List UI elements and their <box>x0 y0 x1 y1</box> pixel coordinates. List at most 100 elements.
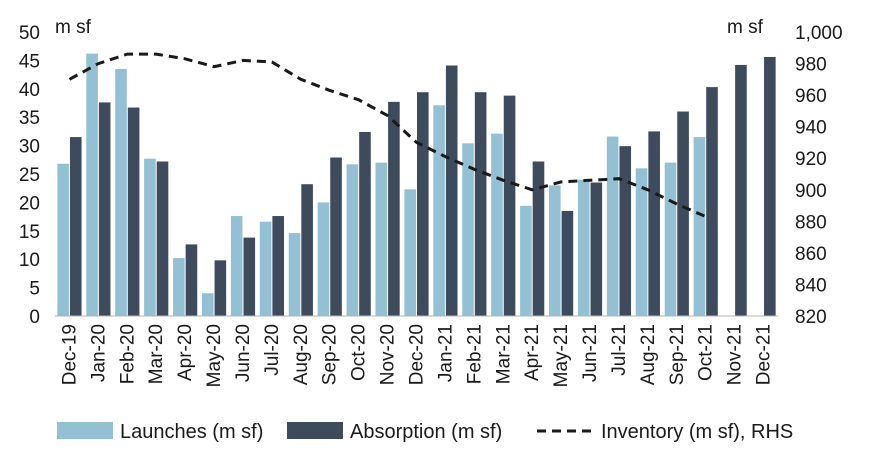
x-tick-label: May-20 <box>204 324 225 387</box>
launches-bar-jun-21 <box>577 179 590 316</box>
right-axis: 820 840 860 880 900 920 940 960 980 1,000 <box>795 23 843 328</box>
absorption-bar-apr-20 <box>185 244 198 316</box>
absorption-bar-nov-20 <box>388 101 400 316</box>
x-tick-label: Sep-21 <box>667 324 688 385</box>
x-tick-label: Apr-20 <box>175 324 196 381</box>
absorption-bar-oct-20 <box>359 131 371 316</box>
absorption-bar-jul-20 <box>272 216 284 316</box>
x-axis: Dec-19 Jan-20 Feb-20 Mar-20 Apr-20 May-20 Jun-… <box>55 315 778 387</box>
left-axis: 0 5 10 15 20 25 30 35 40 45 50 <box>19 23 40 328</box>
launches-bar-feb-21 <box>462 143 474 316</box>
x-tick-label: Apr-21 <box>522 324 543 381</box>
right-tick-label: 880 <box>795 212 827 233</box>
x-tick-label: Jun-21 <box>580 324 601 382</box>
launches-bar-apr-21 <box>520 205 532 316</box>
absorption-bar-sep-21 <box>677 111 689 317</box>
legend-swatch-launches <box>57 422 113 439</box>
left-tick-label: 5 <box>29 279 40 300</box>
launches-bar-jul-21 <box>606 136 619 316</box>
left-tick-label: 20 <box>19 193 40 214</box>
right-tick-label: 840 <box>795 275 827 296</box>
absorption-bar-may-20 <box>214 260 227 316</box>
x-tick-label: Dec-20 <box>407 324 428 385</box>
launches-bar-dec-20 <box>404 189 416 316</box>
x-tick-label: Sep-20 <box>320 324 341 385</box>
launches-bar-sep-21 <box>664 162 677 316</box>
left-tick-label: 25 <box>19 165 40 186</box>
absorption-bar-jul-21 <box>619 146 632 316</box>
launches-bar-aug-21 <box>635 168 648 316</box>
legend-label-launches: Launches (m sf) <box>120 421 263 443</box>
x-tick-label: Nov-20 <box>378 324 399 385</box>
launches-bar-oct-20 <box>346 164 359 316</box>
right-tick-label: 820 <box>795 307 827 328</box>
absorption-bar-dec-19 <box>69 137 82 316</box>
x-tick-label: Jan-21 <box>435 324 456 382</box>
launches-bar-nov-20 <box>375 162 388 316</box>
left-tick-label: 35 <box>19 108 40 129</box>
absorption-bar-mar-21 <box>503 95 516 316</box>
launches-bar-aug-20 <box>288 233 301 316</box>
inventory-line <box>68 52 707 218</box>
legend-swatch-absorption <box>287 422 343 439</box>
x-tick-label: Aug-20 <box>291 324 312 385</box>
left-tick-label: 10 <box>19 250 40 271</box>
left-tick-label: 0 <box>29 307 40 328</box>
legend: Launches (m sf) Absorption (m sf) Invent… <box>57 421 793 443</box>
absorption-bar-jan-20 <box>98 102 111 316</box>
left-axis-unit: m sf <box>55 17 92 38</box>
absorption-bar-jun-21 <box>590 182 603 316</box>
x-tick-label: Jan-20 <box>88 324 109 382</box>
left-tick-label: 15 <box>19 222 40 243</box>
x-tick-label: Feb-21 <box>464 324 485 384</box>
x-tick-label: Mar-21 <box>493 324 514 384</box>
left-tick-label: 30 <box>19 137 40 158</box>
launches-bar-jan-20 <box>86 53 98 317</box>
launches-bar-jan-21 <box>433 105 445 316</box>
right-tick-label: 860 <box>795 244 827 265</box>
right-tick-label: 1,000 <box>795 23 843 44</box>
absorption-bar-jan-21 <box>445 65 458 317</box>
x-tick-label: Feb-20 <box>117 324 138 384</box>
absorption-bar-feb-21 <box>474 92 487 316</box>
x-tick-label: Mar-20 <box>146 324 167 384</box>
x-tick-label: Oct-20 <box>349 324 370 381</box>
right-tick-label: 920 <box>795 149 827 170</box>
plot-area <box>57 52 776 317</box>
absorption-bar-aug-21 <box>648 131 660 316</box>
absorption-bar-dec-20 <box>417 92 429 316</box>
launches-bar-oct-21 <box>693 137 706 316</box>
legend-label-inventory: Inventory (m sf), RHS <box>601 421 793 443</box>
absorption-bar-sep-20 <box>330 157 342 316</box>
x-tick-label: Nov-21 <box>725 324 746 385</box>
absorption-bar-feb-20 <box>127 107 140 316</box>
right-axis-unit: m sf <box>727 17 764 38</box>
left-tick-label: 40 <box>19 80 40 101</box>
absorption-bar-nov-21 <box>735 64 747 316</box>
absorption-bar-aug-20 <box>301 184 313 316</box>
x-tick-label: May-21 <box>551 324 572 387</box>
x-tick-label: Jun-20 <box>233 324 254 382</box>
x-tick-label: Aug-21 <box>638 324 659 385</box>
x-tick-label: Oct-21 <box>696 324 717 381</box>
launches-bar-jul-20 <box>259 221 272 316</box>
launches-bar-mar-20 <box>144 158 156 316</box>
x-tick-label: Jul-20 <box>262 324 283 376</box>
launches-bar-sep-20 <box>317 202 330 316</box>
left-tick-label: 45 <box>19 51 40 72</box>
absorption-bar-dec-21 <box>764 56 776 316</box>
right-tick-label: 940 <box>795 118 827 139</box>
right-tick-label: 900 <box>795 181 827 202</box>
absorption-bar-oct-21 <box>706 87 718 316</box>
launches-bar-may-21 <box>549 185 561 316</box>
right-tick-label: 980 <box>795 55 827 76</box>
launches-bar-may-20 <box>201 293 214 316</box>
left-tick-label: 50 <box>19 23 40 44</box>
x-tick-label: Jul-21 <box>609 324 630 376</box>
legend-label-absorption: Absorption (m sf) <box>350 421 502 443</box>
launches-bar-jun-20 <box>230 216 243 316</box>
absorption-bar-jun-20 <box>243 237 256 316</box>
absorption-bar-mar-20 <box>156 161 169 316</box>
launches-bar-mar-21 <box>491 133 503 316</box>
